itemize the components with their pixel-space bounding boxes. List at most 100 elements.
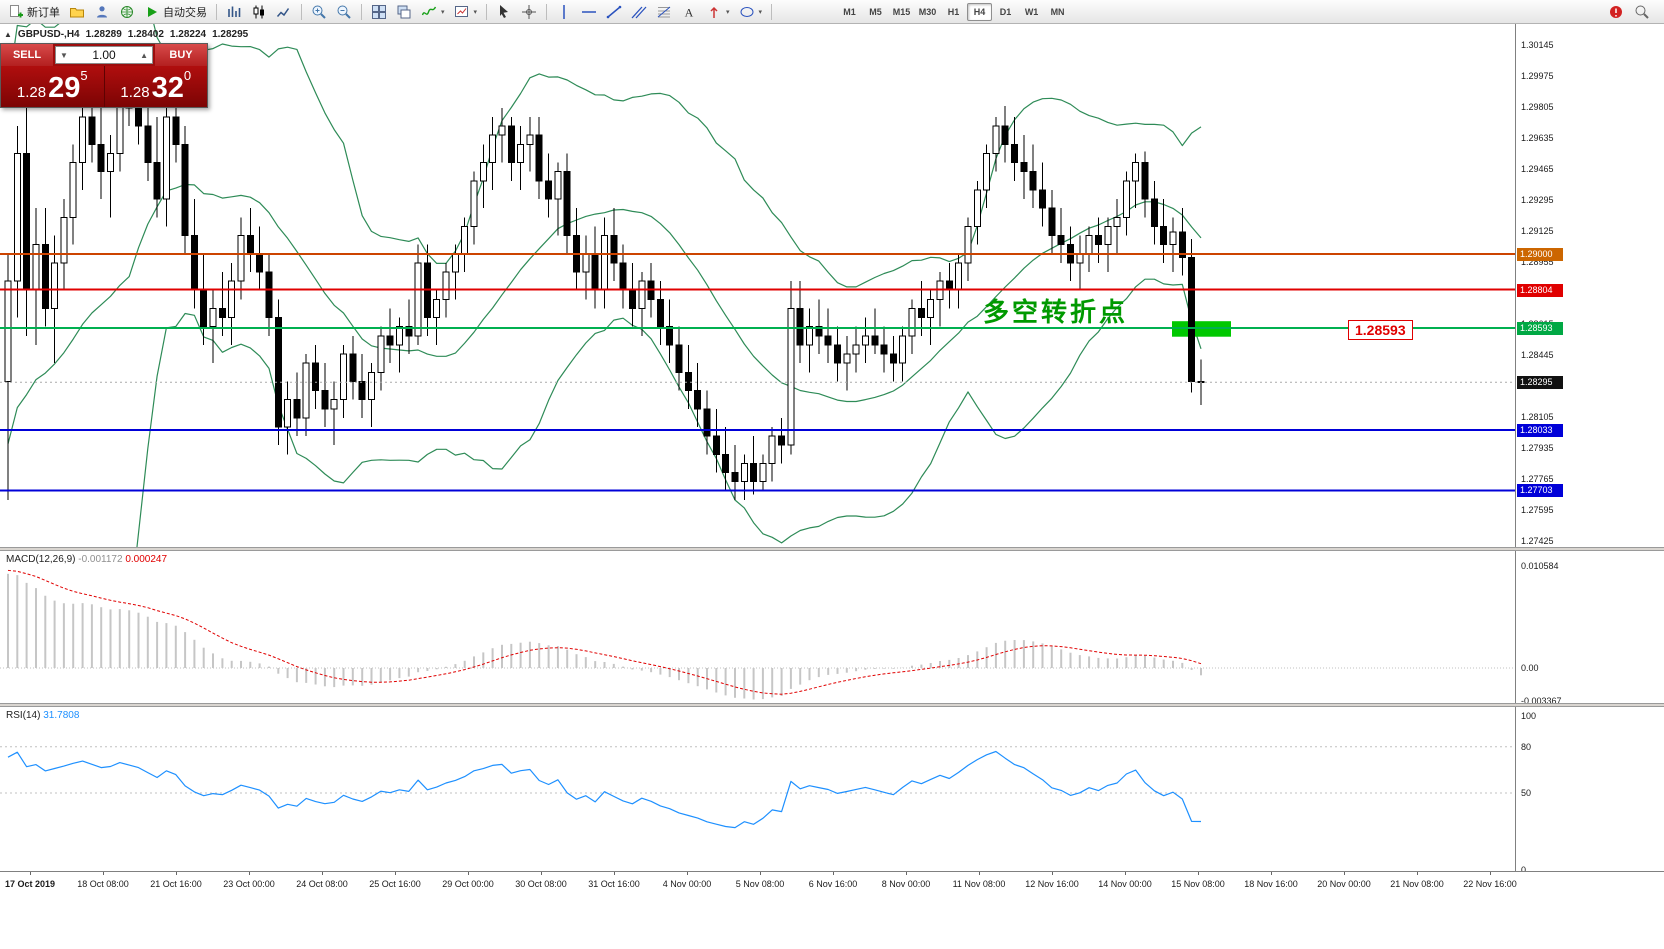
candle-body	[535, 134, 543, 182]
candlestick-chart-canvas[interactable]	[0, 24, 1515, 547]
candle-body	[162, 116, 170, 200]
candle-body	[1085, 235, 1093, 255]
rsi-axis-label: 100	[1521, 711, 1537, 721]
time-axis[interactable]: 17 Oct 2019 18 Oct 08:00 21 Oct 16:00 23 Oc…	[0, 871, 1664, 899]
tile-windows-icon	[371, 4, 387, 20]
candle-body	[1169, 231, 1177, 246]
sell-price-button[interactable]: 1.28 29 5	[1, 66, 104, 107]
time-tick	[614, 872, 615, 875]
zoom-out-button[interactable]	[332, 2, 356, 22]
crosshair-button[interactable]	[517, 2, 541, 22]
timeframe-m5-button[interactable]: M5	[863, 3, 888, 21]
autotrade-play-icon	[144, 4, 160, 20]
volume-increase-icon[interactable]: ▲	[140, 50, 148, 60]
timeframe-h4-button[interactable]: H4	[967, 2, 993, 21]
buy-price-button[interactable]: 1.28 32 0	[105, 66, 208, 107]
volume-decrease-icon[interactable]: ▼	[60, 50, 68, 60]
trendline-tool-button[interactable]	[602, 2, 626, 22]
candle-body	[1178, 231, 1186, 258]
indicators-button[interactable]: ▾	[417, 2, 449, 22]
cascade-windows-button[interactable]	[392, 2, 416, 22]
candle-body	[181, 143, 189, 236]
price-axis-label: 1.28955	[1521, 257, 1554, 267]
main-chart[interactable]: ▲ GBPUSD-,H4 1.28289 1.28402 1.28224 1.2…	[0, 24, 1515, 547]
candle-body	[1029, 171, 1037, 191]
timeframe-h1-button[interactable]: H1	[941, 3, 966, 21]
candle-body	[1141, 162, 1149, 200]
price-axis-label: 1.29805	[1521, 102, 1554, 112]
candle-body	[321, 390, 329, 410]
volume-value[interactable]: 1.00	[92, 48, 116, 62]
price-axis-label: 1.27765	[1521, 474, 1554, 484]
price-axis-label: 1.29465	[1521, 164, 1554, 174]
search-button[interactable]	[1630, 2, 1654, 22]
refresh-button[interactable]	[115, 2, 139, 22]
sell-button[interactable]: SELL	[1, 44, 53, 66]
candle-body	[1020, 162, 1028, 173]
new-chart-icon	[454, 4, 470, 20]
candle-body	[135, 107, 142, 127]
candle-body	[60, 216, 68, 264]
arrows-tool-button[interactable]: ▾	[702, 2, 734, 22]
candle-body	[806, 326, 813, 346]
macd-panel[interactable]: MACD(12,26,9) -0.001172 0.000247	[0, 551, 1515, 703]
alerts-button[interactable]	[1604, 2, 1628, 22]
panel-separator[interactable]	[0, 703, 1664, 707]
price-tag: 1.28295	[1517, 376, 1563, 390]
shapes-tool-button[interactable]: ▾	[735, 2, 767, 22]
timeframe-m15-button[interactable]: M15	[889, 3, 914, 21]
panel-separator[interactable]	[0, 547, 1664, 551]
text-tool-button[interactable]: A	[677, 2, 701, 22]
candle-body	[13, 153, 21, 282]
timeframe-w1-button[interactable]: W1	[1019, 3, 1044, 21]
candle-body	[256, 253, 264, 273]
new-chart-button[interactable]: ▾	[450, 2, 482, 22]
cursor-button[interactable]	[492, 2, 516, 22]
time-axis-label: 21 Nov 08:00	[1390, 879, 1444, 889]
candle-body	[973, 189, 981, 227]
candle-body	[1057, 235, 1065, 246]
tile-windows-button[interactable]	[367, 2, 391, 22]
candle-body	[1011, 143, 1019, 164]
timeframe-mn-button[interactable]: MN	[1045, 3, 1070, 21]
accounts-button[interactable]	[90, 2, 114, 22]
time-axis-label: 18 Oct 08:00	[77, 879, 129, 889]
channel-tool-button[interactable]	[627, 2, 651, 22]
candle-body	[768, 435, 776, 465]
price-axis-label: 1.28445	[1521, 350, 1554, 360]
horizontal-line-tool-button[interactable]	[577, 2, 601, 22]
line-chart-button[interactable]	[272, 2, 296, 22]
fibonacci-tool-button[interactable]	[652, 2, 676, 22]
time-axis-label: 22 Nov 16:00	[1463, 879, 1517, 889]
candle-body	[377, 335, 385, 373]
open-profile-button[interactable]	[65, 2, 89, 22]
chevron-down-icon: ▾	[726, 8, 730, 16]
price-callout-label[interactable]: 1.28593	[1348, 320, 1413, 340]
candle-body	[395, 326, 403, 346]
new-order-button[interactable]: 新订单	[4, 2, 64, 22]
candlestick-chart-button[interactable]	[247, 2, 271, 22]
autotrade-button[interactable]: 自动交易	[140, 2, 211, 22]
candle-body	[228, 280, 236, 319]
new-order-label: 新订单	[27, 6, 60, 19]
timeframe-m1-button[interactable]: M1	[837, 3, 862, 21]
rsi-indicator-name: RSI(14)	[6, 710, 41, 721]
candle-body	[656, 298, 664, 328]
price-axis[interactable]: 1.30145 1.29975 1.29805 1.29635 1.29465 1.292…	[1515, 24, 1664, 547]
time-tick	[249, 872, 250, 875]
rsi-panel[interactable]: RSI(14) 31.7808	[0, 707, 1515, 871]
zoom-in-button[interactable]	[307, 2, 331, 22]
candle-body	[908, 308, 916, 337]
collapse-panel-icon[interactable]: ▲	[4, 30, 12, 39]
volume-stepper[interactable]: ▼ 1.00 ▲	[55, 46, 153, 64]
timeframe-m30-button[interactable]: M30	[915, 3, 940, 21]
rsi-axis-label: 0	[1521, 865, 1527, 875]
timeframe-d1-button[interactable]: D1	[993, 3, 1018, 21]
buy-button[interactable]: BUY	[155, 44, 207, 66]
ohlc-high: 1.28402	[127, 29, 164, 40]
bar-chart-button[interactable]	[222, 2, 246, 22]
time-axis-label: 11 Nov 08:00	[952, 879, 1006, 889]
candle-body	[1160, 225, 1168, 246]
vertical-line-tool-button[interactable]	[552, 2, 576, 22]
price-divider	[103, 66, 105, 107]
